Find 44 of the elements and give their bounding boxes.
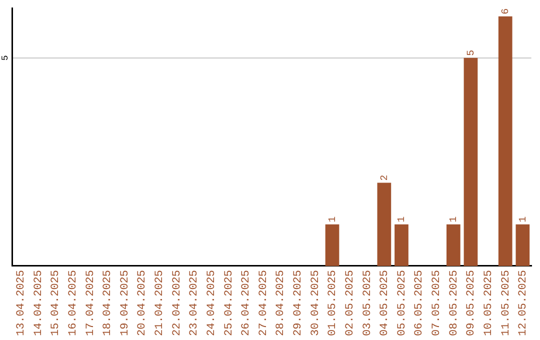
x-tick-label: 27.04.2025 xyxy=(258,270,270,336)
x-tick-label: 08.05.2025 xyxy=(448,270,460,336)
x-tick-label: 18.04.2025 xyxy=(102,270,114,336)
bar xyxy=(446,224,460,266)
x-tick-label: 01.05.2025 xyxy=(327,270,340,336)
bar xyxy=(377,182,392,266)
x-tick-label: 11.05.2025 xyxy=(500,270,512,336)
x-tick-label: 15.04.2025 xyxy=(50,270,62,336)
x-tick-label: 04.05.2025 xyxy=(379,270,392,336)
x-tick-label: 02.05.2025 xyxy=(344,270,356,336)
data-label: 1 xyxy=(518,216,530,222)
bar xyxy=(516,224,530,266)
bar xyxy=(325,224,340,266)
x-tick-label: 20.04.2025 xyxy=(136,270,149,336)
x-tick-label: 03.05.2025 xyxy=(362,270,374,336)
x-tick-label: 06.05.2025 xyxy=(414,270,426,336)
data-label: 1 xyxy=(328,216,339,222)
x-tick-label: 09.05.2025 xyxy=(466,270,478,336)
x-tick-label: 19.04.2025 xyxy=(119,270,132,336)
x-tick-label: 29.04.2025 xyxy=(292,270,305,336)
bar xyxy=(498,16,512,266)
x-tick-label: 22.04.2025 xyxy=(171,270,184,336)
x-tick-label: 24.04.2025 xyxy=(206,270,218,336)
bar xyxy=(394,224,408,266)
x-tick-label: 23.04.2025 xyxy=(188,270,201,336)
data-label: 1 xyxy=(397,216,408,222)
x-tick-label: 30.04.2025 xyxy=(310,270,322,336)
x-tick-label: 12.05.2025 xyxy=(518,270,530,336)
x-tick-label: 13.04.2025 xyxy=(16,270,28,336)
x-tick-label: 05.05.2025 xyxy=(396,270,408,336)
bar xyxy=(464,58,478,266)
data-label: 2 xyxy=(380,174,391,181)
x-tick-label: 14.04.2025 xyxy=(32,270,45,336)
x-tick-label: 26.04.2025 xyxy=(240,270,253,336)
x-tick-label: 17.04.2025 xyxy=(84,270,97,336)
x-tick-label: 28.04.2025 xyxy=(275,270,288,336)
x-tick-label: 07.05.2025 xyxy=(431,270,444,336)
data-label: 5 xyxy=(466,50,478,56)
x-tick-label: 10.05.2025 xyxy=(482,270,495,336)
x-tick-label: 25.04.2025 xyxy=(223,270,236,336)
data-label: 6 xyxy=(500,8,512,14)
x-tick-label: 21.04.2025 xyxy=(154,270,166,336)
x-tick-label: 16.04.2025 xyxy=(67,270,80,336)
data-label: 1 xyxy=(449,216,460,222)
